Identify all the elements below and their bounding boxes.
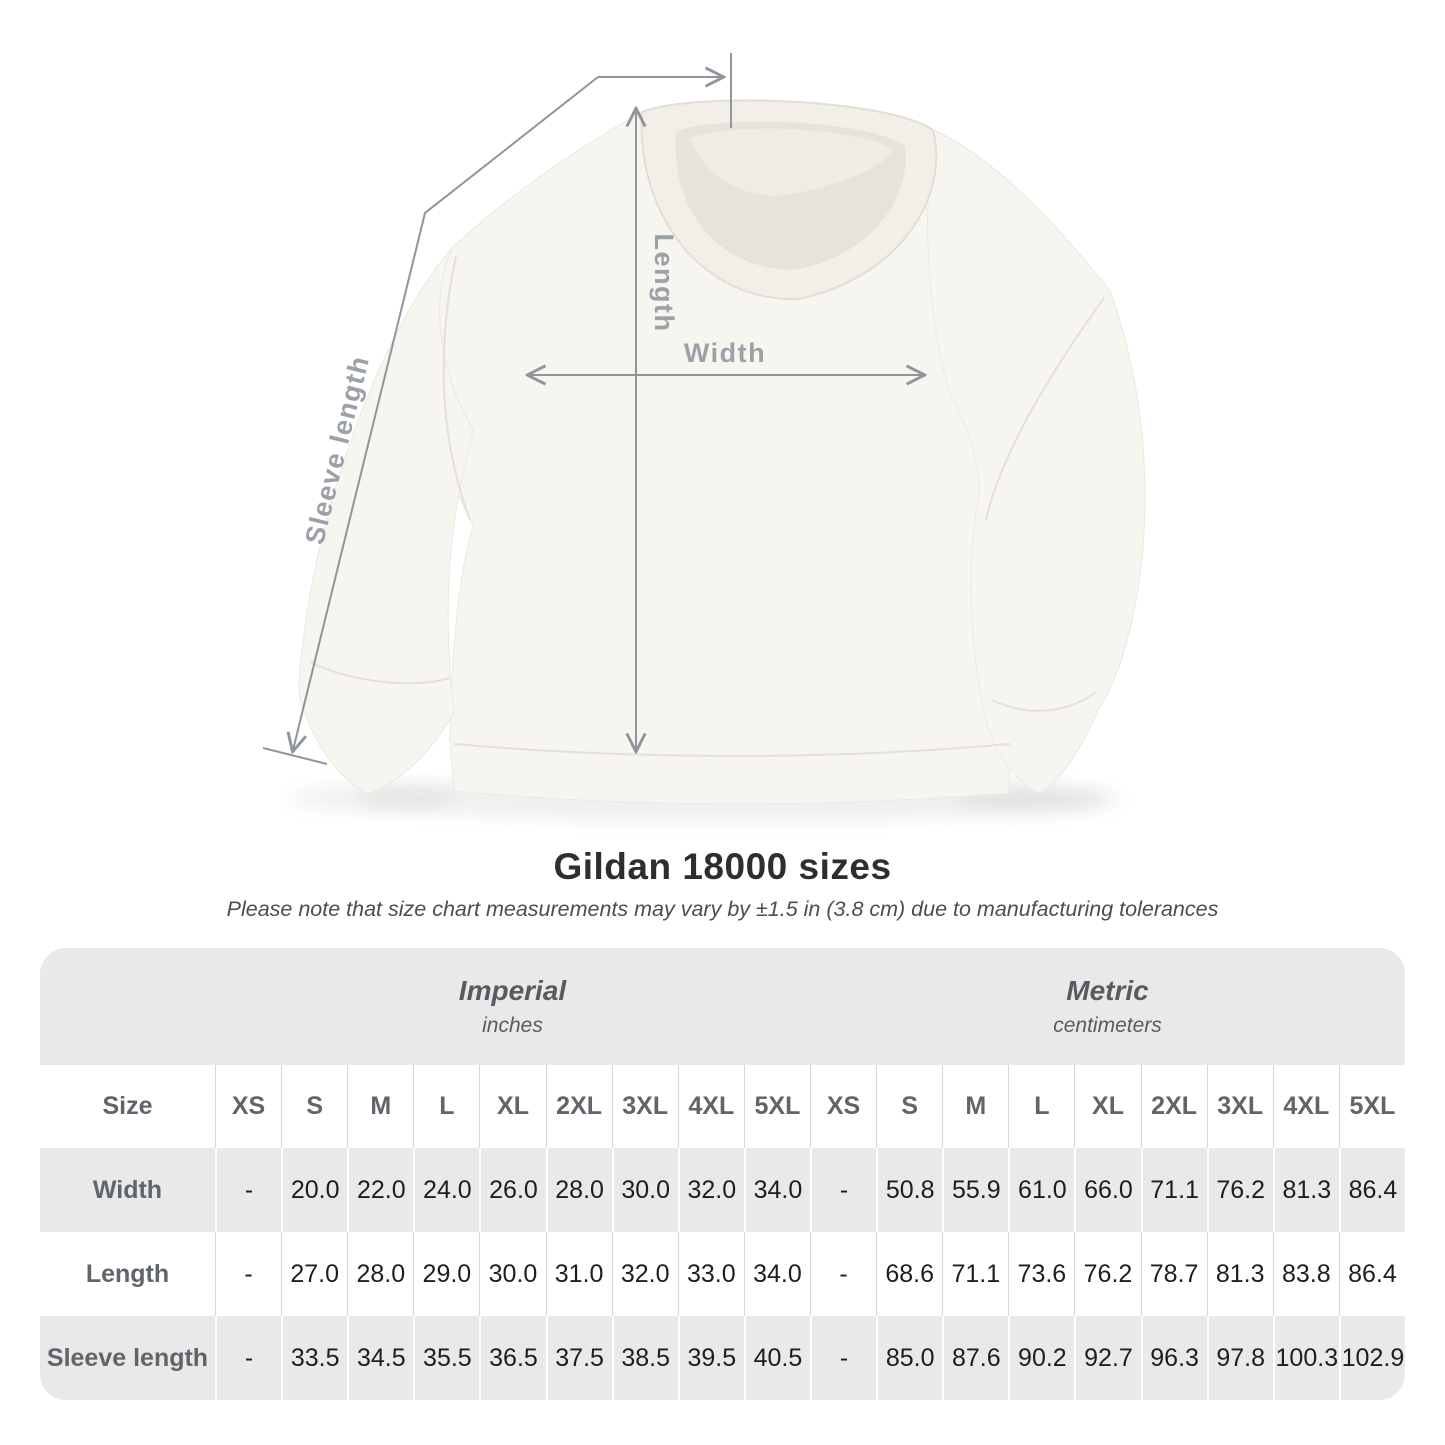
table-cell: 38.5 bbox=[611, 1316, 678, 1400]
imperial-label: Imperial bbox=[458, 975, 567, 1006]
table-cell: 39.5 bbox=[677, 1316, 744, 1400]
table-cell: 92.7 bbox=[1074, 1316, 1140, 1400]
table-cell: 85.0 bbox=[876, 1316, 942, 1400]
table-cell: 40.5 bbox=[743, 1316, 810, 1400]
table-cell: 27.0 bbox=[281, 1232, 347, 1316]
size-header-cell: M bbox=[942, 1065, 1008, 1148]
size-header-cell: L bbox=[1008, 1065, 1074, 1148]
table-cell: 32.0 bbox=[611, 1232, 678, 1316]
table-cell: 28.0 bbox=[545, 1148, 612, 1232]
table-cell: 31.0 bbox=[545, 1232, 612, 1316]
size-header-cell: 5XL bbox=[743, 1065, 810, 1148]
size-header-cell: L bbox=[413, 1065, 479, 1148]
table-cell: 33.5 bbox=[281, 1316, 347, 1400]
size-header-cell: XL bbox=[1074, 1065, 1140, 1148]
table-cell: 83.8 bbox=[1272, 1232, 1339, 1316]
table-cell: 61.0 bbox=[1008, 1148, 1074, 1232]
measurement-lines bbox=[262, 53, 923, 765]
table-cell: 36.5 bbox=[479, 1316, 545, 1400]
table-cell: 24.0 bbox=[413, 1148, 479, 1232]
size-header-row: Size XS S M L XL 2XL 3XL 4XL 5XL XS S M L XL 2XL 3XL 4XL… bbox=[40, 1065, 1405, 1148]
table-cell: - bbox=[215, 1148, 281, 1232]
table-cell: 32.0 bbox=[677, 1148, 744, 1232]
table-cell: 100.3 bbox=[1272, 1316, 1339, 1400]
width-row: Width -20.0 22.0 24.0 26.0 28.0 30.0 32.0 34.0-5… bbox=[40, 1148, 1405, 1232]
imperial-section-header: Imperial inches bbox=[215, 948, 810, 1065]
table-cell: 50.8 bbox=[876, 1148, 942, 1232]
table-cell: - bbox=[215, 1316, 281, 1400]
width-label: Width bbox=[684, 338, 766, 368]
size-header-cell: 5XL bbox=[1338, 1065, 1405, 1148]
table-cell: 28.0 bbox=[347, 1232, 413, 1316]
tolerance-note: Please note that size chart measurements… bbox=[226, 897, 1219, 921]
page-title: Gildan 18000 sizes bbox=[553, 846, 892, 887]
table-cell: 76.2 bbox=[1074, 1232, 1140, 1316]
table-cell: 97.8 bbox=[1206, 1316, 1273, 1400]
size-header-cell: XS bbox=[810, 1065, 876, 1148]
sleeve-length-row: Sleeve length -33.5 34.5 35.5 36.5 37.5 38.5 39… bbox=[40, 1316, 1405, 1400]
table-cell: - bbox=[810, 1232, 876, 1316]
size-header-cell: XL bbox=[479, 1065, 545, 1148]
row-label: Sleeve length bbox=[46, 1343, 209, 1372]
size-header-cell: M bbox=[347, 1065, 413, 1148]
sleeve-length-arrow bbox=[293, 76, 599, 750]
table-cell: 34.0 bbox=[743, 1148, 810, 1232]
unit-header-row: Imperial inches Metric centimeters bbox=[40, 948, 1405, 1065]
table-cell: 34.0 bbox=[743, 1232, 810, 1316]
table-cell: - bbox=[810, 1316, 876, 1400]
table-cell: 71.1 bbox=[1140, 1148, 1207, 1232]
table-cell: 90.2 bbox=[1008, 1316, 1074, 1400]
imperial-unit: inches bbox=[482, 1014, 543, 1037]
table-cell: 29.0 bbox=[413, 1232, 479, 1316]
table-cell: 66.0 bbox=[1074, 1148, 1140, 1232]
table-cell: 30.0 bbox=[611, 1148, 678, 1232]
size-header-cell: S bbox=[281, 1065, 347, 1148]
size-header-cell: S bbox=[876, 1065, 942, 1148]
size-table: Imperial inches Metric centimeters Size … bbox=[40, 948, 1405, 1400]
table-cell: 71.1 bbox=[942, 1232, 1008, 1316]
table-cell: 81.3 bbox=[1272, 1148, 1339, 1232]
metric-section-header: Metric centimeters bbox=[810, 948, 1405, 1065]
size-header-cell: XS bbox=[215, 1065, 281, 1148]
size-header-cell: 2XL bbox=[1140, 1065, 1207, 1148]
table-cell: 81.3 bbox=[1206, 1232, 1273, 1316]
table-cell: 68.6 bbox=[876, 1232, 942, 1316]
size-header-cell: 4XL bbox=[1272, 1065, 1339, 1148]
size-column-header: Size bbox=[102, 1092, 153, 1120]
sweatshirt-measurement-diagram: Length Width Sleeve length bbox=[262, 53, 1146, 822]
size-header-cell: 2XL bbox=[545, 1065, 612, 1148]
table-cell: - bbox=[810, 1148, 876, 1232]
size-header-cell: 3XL bbox=[611, 1065, 678, 1148]
row-label: Length bbox=[85, 1259, 170, 1288]
size-header-cell: 4XL bbox=[677, 1065, 744, 1148]
table-cell: 26.0 bbox=[479, 1148, 545, 1232]
sleeve-length-end-bar bbox=[262, 747, 328, 765]
table-cell: 55.9 bbox=[942, 1148, 1008, 1232]
table-cell: 20.0 bbox=[281, 1148, 347, 1232]
table-cell: 78.7 bbox=[1140, 1232, 1207, 1316]
table-cell: 73.6 bbox=[1008, 1232, 1074, 1316]
table-cell: 30.0 bbox=[479, 1232, 545, 1316]
metric-label: Metric bbox=[1066, 975, 1149, 1006]
table-cell: 33.0 bbox=[677, 1232, 744, 1316]
row-label: Width bbox=[92, 1175, 163, 1204]
length-label: Length bbox=[649, 234, 679, 333]
table-cell: 22.0 bbox=[347, 1148, 413, 1232]
table-cell: 96.3 bbox=[1140, 1316, 1207, 1400]
table-cell: 102.9 bbox=[1338, 1316, 1405, 1400]
sweatshirt-photo bbox=[298, 99, 1146, 805]
length-row: Length -27.0 28.0 29.0 30.0 31.0 32.0 33.0 34.0-… bbox=[40, 1232, 1405, 1316]
metric-unit: centimeters bbox=[1053, 1014, 1162, 1037]
table-cell: 35.5 bbox=[413, 1316, 479, 1400]
table-cell: 86.4 bbox=[1338, 1148, 1405, 1232]
table-cell: 86.4 bbox=[1338, 1232, 1405, 1316]
table-cell: 37.5 bbox=[545, 1316, 612, 1400]
table-cell: 76.2 bbox=[1206, 1148, 1273, 1232]
table-cell: - bbox=[215, 1232, 281, 1316]
size-header-cell: 3XL bbox=[1206, 1065, 1273, 1148]
table-cell: 87.6 bbox=[942, 1316, 1008, 1400]
table-cell: 34.5 bbox=[347, 1316, 413, 1400]
